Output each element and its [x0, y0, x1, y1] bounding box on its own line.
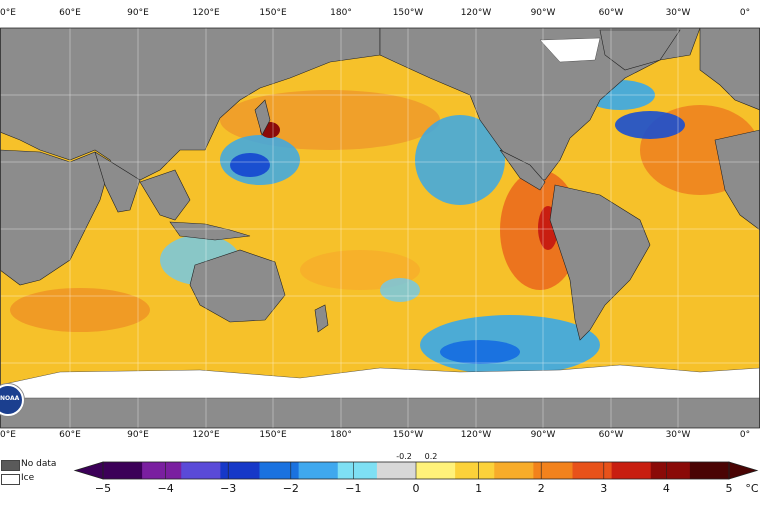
- longitude-label-bottom-4: 150°E: [259, 430, 287, 440]
- colorbar-tick-label: 4: [662, 482, 670, 495]
- colorbar-segment: [298, 462, 339, 479]
- land-africa-west: [714, 129, 760, 231]
- longitude-label-bottom-2: 90°E: [127, 430, 149, 440]
- land-new-zealand: [314, 304, 329, 333]
- colorbar-segment: [611, 462, 652, 479]
- colorbar-segment: [572, 462, 613, 479]
- ice-swatch: [1, 474, 20, 485]
- longitude-label-top-3: 120°E: [192, 8, 220, 18]
- colorbar-segment: [103, 462, 143, 479]
- colorbar-segment: [337, 462, 378, 479]
- ice-cover: [0, 37, 760, 399]
- colorbar-tick-label: 3: [600, 482, 608, 495]
- ice-label: Ice: [21, 473, 35, 483]
- longitude-label-top-11: 0°: [739, 8, 751, 18]
- longitude-label-bottom-1: 60°E: [59, 430, 81, 440]
- colorbar-segment: [259, 462, 300, 479]
- colorbar-arrow-left: [73, 461, 104, 480]
- colorbar-tick-label: −3: [220, 482, 237, 495]
- colorbar-segment: [650, 462, 691, 479]
- land-central-america: [499, 149, 546, 191]
- longitude-label-bottom-8: 90°W: [530, 430, 556, 440]
- land-japan: [254, 99, 271, 136]
- longitude-label-top-8: 90°W: [530, 8, 556, 18]
- colorbar-segment: [689, 462, 730, 479]
- colorbar-tick-label: −5: [94, 482, 112, 495]
- land-south-america: [549, 184, 651, 341]
- longitude-label-bottom-6: 150°W: [392, 430, 424, 440]
- colorbar: [73, 461, 759, 480]
- land-antarctica: [0, 394, 760, 428]
- colorbar-unit: °C: [745, 482, 759, 495]
- no-data-label: No data: [21, 459, 57, 469]
- longitude-label-top-4: 150°E: [259, 8, 287, 18]
- longitude-label-bottom-11: 0°: [739, 430, 751, 440]
- colorbar-tick-label: −2: [282, 482, 299, 495]
- colorbar-segment: [220, 462, 260, 479]
- land-india: [94, 151, 141, 213]
- longitude-label-bottom-5: 180°: [330, 430, 352, 440]
- longitude-label-top-6: 150°W: [392, 8, 424, 18]
- land-africa: [0, 149, 111, 286]
- colorbar-tick-label: −1: [345, 482, 362, 495]
- colorbar-tick-label: 2: [537, 482, 545, 495]
- colorbar-segment: [181, 462, 221, 479]
- colorbar-segment: [376, 462, 417, 479]
- colorbar-segment: [533, 462, 573, 479]
- colorbar-small-tick-pos: 0.2: [424, 452, 438, 461]
- longitude-label-top-7: 120°W: [460, 8, 492, 18]
- colorbar-tick-label: 5: [725, 482, 733, 495]
- colorbar-segment: [416, 462, 456, 479]
- land-europe-east: [699, 28, 760, 111]
- colorbar-segment: [142, 462, 182, 479]
- longitude-label-bottom-0: 0°E: [0, 430, 16, 440]
- graticule: [0, 28, 760, 428]
- colorbar-tick-label: −4: [157, 482, 174, 495]
- longitude-label-bottom-3: 120°E: [192, 430, 220, 440]
- longitude-label-top-5: 180°: [330, 8, 352, 18]
- longitude-label-top-9: 60°W: [598, 8, 624, 18]
- land-se-asia: [139, 169, 191, 221]
- longitude-label-top-2: 90°E: [127, 8, 149, 18]
- colorbar-tick-label: 1: [475, 482, 483, 495]
- colorbar-segment: [455, 462, 495, 479]
- no-data-swatch: [1, 460, 20, 471]
- land-australia: [189, 249, 286, 323]
- longitude-label-top-0: 0°E: [0, 8, 16, 18]
- colorbar-small-tick-neg: -0.2: [396, 452, 412, 461]
- noaa-logo-text: NOAA: [0, 395, 20, 402]
- land-indonesia: [169, 221, 251, 241]
- longitude-label-bottom-10: 30°W: [665, 430, 691, 440]
- longitude-label-top-10: 30°W: [665, 8, 691, 18]
- land-eurasia: [0, 28, 381, 181]
- land-masses: [0, 28, 760, 428]
- colorbar-segment: [494, 462, 534, 479]
- longitude-label-bottom-7: 120°W: [460, 430, 492, 440]
- longitude-label-top-1: 60°E: [59, 8, 81, 18]
- land-greenland: [599, 29, 681, 71]
- colorbar-tick-label: 0: [412, 482, 420, 495]
- longitude-label-bottom-9: 60°W: [598, 430, 624, 440]
- colorbar-arrow-right: [728, 461, 759, 480]
